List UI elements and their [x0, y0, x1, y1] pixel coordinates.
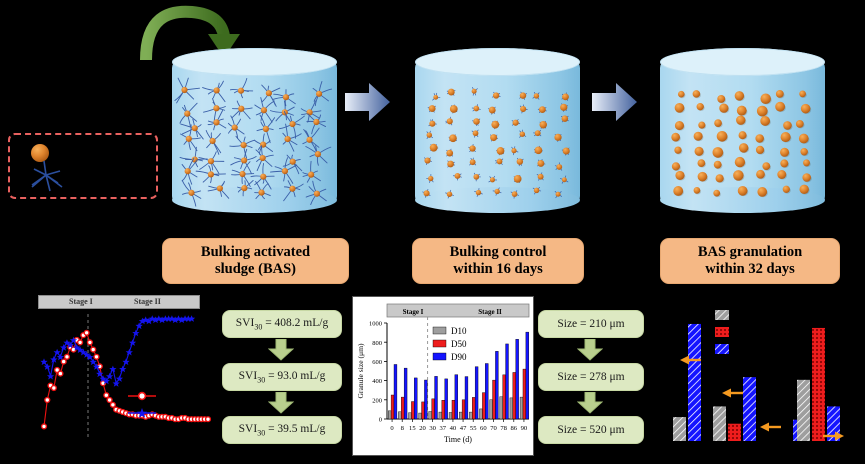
filamentous-floc-cluster	[174, 77, 333, 207]
granule-size-bar-chart: Stage I Stage II 0 200 400 600 800 1000 0 8 15 20 30…	[352, 296, 534, 456]
svg-text:30: 30	[429, 425, 436, 432]
line-chart-plot	[40, 314, 212, 440]
recycle-inflow-arrow	[140, 2, 245, 64]
stage-caption-2: Bulking control within 16 days	[412, 238, 584, 284]
svg-text:800: 800	[372, 340, 382, 347]
svi-step-2-text: SVI30 = 93.0 mL/g	[238, 369, 326, 385]
size-step-1-text: Size = 210 μm	[557, 318, 625, 330]
stage-caption-3-line2: within 32 days	[705, 261, 795, 277]
tank-rim	[172, 48, 337, 76]
stage-caption-2-line1: Bulking control	[449, 244, 547, 260]
svg-text:90: 90	[521, 425, 528, 432]
stage-caption-3-line1: BAS granulation	[697, 244, 803, 260]
svg-text:Stage I: Stage I	[403, 308, 424, 316]
svg-text:70: 70	[490, 425, 497, 432]
svg-text:8: 8	[401, 425, 405, 432]
svg-text:Stage II: Stage II	[478, 308, 502, 316]
svg-text:40: 40	[450, 425, 457, 432]
legend-inset-box	[8, 133, 158, 199]
svg-text:60: 60	[480, 425, 487, 432]
stage-caption-1-line2: sludge (BAS)	[215, 261, 296, 277]
tank-bulking-control	[415, 48, 580, 213]
svi-arrow-1	[267, 338, 295, 361]
svg-text:Granule size (μm): Granule size (μm)	[356, 343, 365, 399]
svi-step-3: SVI30 = 39.5 mL/g	[222, 416, 342, 444]
stage-caption-1: Bulking activated sludge (BAS)	[162, 238, 349, 284]
svg-text:D90: D90	[451, 352, 467, 362]
svg-text:20: 20	[419, 425, 426, 432]
performance-bar-chart	[655, 296, 865, 459]
svg-text:0: 0	[390, 425, 394, 432]
svg-text:86: 86	[510, 425, 517, 432]
svg-text:400: 400	[372, 378, 382, 385]
svg-text:15: 15	[409, 425, 416, 432]
svg-text:1000: 1000	[369, 321, 382, 328]
line-chart-stage-1-label: Stage I	[69, 297, 93, 306]
svg-text:D50: D50	[451, 339, 467, 349]
svg-text:47: 47	[460, 425, 467, 432]
svi-step-2: SVI30 = 93.0 mL/g	[222, 363, 342, 391]
svg-text:D10: D10	[451, 326, 467, 336]
size-step-2-text: Size = 278 μm	[557, 371, 625, 383]
svg-text:37: 37	[439, 425, 446, 432]
stage-caption-1-line1: Bulking activated	[200, 244, 311, 260]
process-transition-arrow-1	[345, 82, 391, 122]
svg-text:78: 78	[500, 425, 507, 432]
tank-rim	[415, 48, 580, 76]
svi-step-1: SVI30 = 408.2 mL/g	[222, 310, 342, 338]
tank-bulking-activated-sludge	[172, 48, 337, 213]
svi-step-1-text: SVI30 = 408.2 mL/g	[235, 316, 329, 332]
size-arrow-1	[576, 338, 604, 361]
performance-plot	[673, 310, 844, 441]
svg-text:Time (d): Time (d)	[444, 435, 472, 444]
svg-text:55: 55	[470, 425, 477, 432]
tank-bas-granulation	[660, 48, 825, 213]
blue-filamentous-bacteria	[31, 160, 63, 192]
size-step-1: Size = 210 μm	[538, 310, 644, 338]
svg-text:0: 0	[379, 417, 382, 424]
line-chart-stage-2-label: Stage II	[134, 297, 161, 306]
line-chart-legend	[128, 391, 156, 418]
process-transition-arrow-2	[592, 82, 638, 122]
granule-cluster	[671, 89, 812, 198]
svg-text:200: 200	[372, 397, 382, 404]
size-step-2: Size = 278 μm	[538, 363, 644, 391]
svi-dsvi-line-chart: Stage I Stage II	[30, 292, 215, 452]
svi-arrow-2	[267, 391, 295, 414]
svi-step-3-text: SVI30 = 39.5 mL/g	[238, 422, 326, 438]
small-floc-cluster	[422, 87, 570, 199]
size-step-3-text: Size = 520 μm	[557, 424, 625, 436]
size-step-3: Size = 520 μm	[538, 416, 644, 444]
legend-inset-symbols	[31, 144, 63, 192]
size-arrow-2	[576, 391, 604, 414]
line-chart-stage-band: Stage I Stage II	[38, 295, 200, 309]
svg-text:600: 600	[372, 359, 382, 366]
tank-rim	[660, 48, 825, 76]
tank-body	[415, 62, 580, 202]
stage-caption-2-line2: within 16 days	[453, 261, 543, 277]
stage-caption-3: BAS granulation within 32 days	[660, 238, 840, 284]
